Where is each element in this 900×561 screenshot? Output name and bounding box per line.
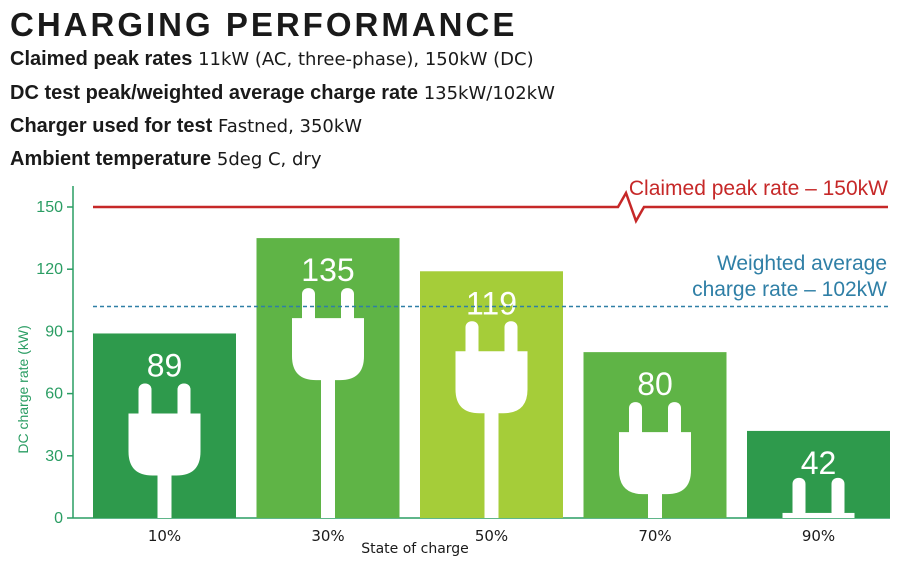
spec-value: Fastned, 350kW xyxy=(218,116,363,137)
spec-value: 11kW (AC, three-phase), 150kW (DC) xyxy=(198,49,534,70)
spec-ambient: Ambient temperature 5deg C, dry xyxy=(10,148,321,171)
spec-label: Claimed peak rates xyxy=(10,48,193,70)
peak-rate-line xyxy=(93,190,888,224)
x-tick-label: 70% xyxy=(638,527,671,545)
data-label: 135 xyxy=(301,252,354,288)
spec-value: 135kW/102kW xyxy=(423,83,555,104)
page-title: CHARGING PERFORMANCE xyxy=(10,6,518,43)
y-tick-label: 120 xyxy=(36,261,63,278)
data-label: 119 xyxy=(466,285,517,321)
spec-value: 5deg C, dry xyxy=(216,149,322,170)
y-tick-label: 150 xyxy=(36,199,63,216)
plug-icon xyxy=(128,383,201,518)
data-label: 80 xyxy=(637,366,673,402)
spec-label: Ambient temperature xyxy=(10,148,212,170)
spec-dc-test: DC test peak/weighted average charge rat… xyxy=(10,82,555,105)
x-tick-label: 10% xyxy=(148,527,181,545)
x-tick-label: 30% xyxy=(311,527,344,545)
y-tick-label: 0 xyxy=(54,510,63,527)
y-tick-label: 30 xyxy=(45,448,63,465)
spec-charger: Charger used for test Fastned, 350kW xyxy=(10,115,362,138)
x-tick-label: 50% xyxy=(475,527,508,545)
y-axis-title: DC charge rate (kW) xyxy=(15,325,31,453)
spec-label: DC test peak/weighted average charge rat… xyxy=(10,82,418,104)
spec-label: Charger used for test xyxy=(10,115,213,137)
data-label: 89 xyxy=(147,347,183,383)
bar xyxy=(747,430,890,518)
plug-icon xyxy=(455,321,528,518)
x-tick-label: 90% xyxy=(802,527,835,545)
y-tick-label: 90 xyxy=(45,323,63,340)
average-rate-label: Weighted average xyxy=(717,252,887,275)
peak-rate-label: Claimed peak rate – 150kW xyxy=(629,177,888,200)
spec-peak-rates: Claimed peak rates 11kW (AC, three-phase… xyxy=(10,48,534,71)
y-tick-label: 60 xyxy=(45,386,63,403)
average-rate-label: charge rate – 102kW xyxy=(692,278,887,301)
plug-icon xyxy=(782,477,855,518)
plug-icon xyxy=(619,402,691,518)
x-axis-title: State of charge xyxy=(361,541,469,557)
data-label: 42 xyxy=(801,445,837,481)
